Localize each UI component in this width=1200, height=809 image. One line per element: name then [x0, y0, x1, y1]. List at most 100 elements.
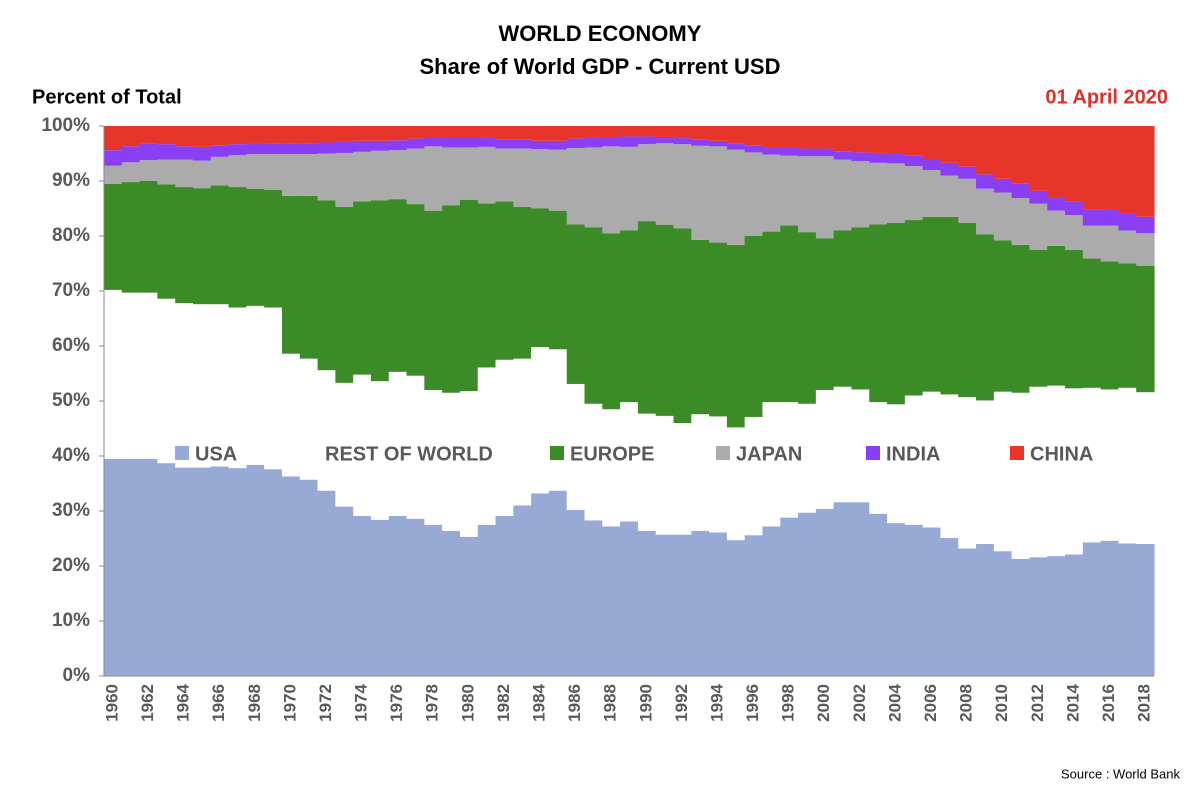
bar-segment	[459, 199, 479, 392]
bar-segment	[815, 156, 835, 239]
bar-segment	[442, 392, 461, 531]
bar-segment	[1011, 392, 1031, 559]
bar-segment	[317, 370, 336, 491]
x-tick-label: 2014	[1063, 683, 1082, 721]
bar-segment	[993, 192, 1013, 241]
bar-segment	[1082, 209, 1102, 226]
bar-segment	[335, 141, 354, 153]
bar-segment	[424, 390, 443, 525]
bar-segment	[1047, 556, 1066, 676]
bar-segment	[1029, 249, 1048, 387]
x-tick-label: 2002	[850, 684, 869, 722]
bar-segment	[691, 239, 710, 415]
bar-segment	[406, 375, 425, 519]
bar-segment	[1136, 392, 1155, 544]
bar-segment	[210, 185, 230, 305]
x-tick-label: 1992	[672, 684, 691, 722]
bar-segment	[192, 160, 212, 189]
legend-label: JAPAN	[736, 443, 802, 465]
bar-segment	[637, 126, 657, 137]
x-tick-label: 2010	[992, 684, 1011, 722]
bar-segment	[1029, 203, 1048, 250]
bar-segment	[922, 216, 942, 392]
legend-swatch	[1010, 446, 1024, 460]
bar-segment	[157, 463, 176, 676]
bar-segment	[121, 126, 141, 147]
bar-segment	[566, 383, 586, 510]
bar-segment	[673, 534, 692, 676]
bar-segment	[210, 304, 230, 467]
bar-segment	[1082, 542, 1102, 676]
bar-segment	[175, 187, 194, 304]
x-tick-label: 1994	[707, 683, 726, 721]
bar-segment	[922, 170, 942, 217]
x-tick-label: 1970	[280, 684, 299, 722]
bar-segment	[104, 150, 123, 166]
bar-segment	[922, 391, 942, 528]
bar-segment	[353, 140, 372, 152]
bar-segment	[121, 146, 141, 163]
bar-segment	[459, 147, 479, 200]
bar-segment	[851, 161, 870, 228]
bar-segment	[139, 458, 158, 676]
bar-segment	[1047, 198, 1066, 211]
bar-segment	[1100, 540, 1120, 676]
bar-segment	[673, 138, 692, 145]
bar-segment	[477, 126, 497, 138]
bar-segment	[940, 537, 959, 676]
bar-segment	[264, 143, 283, 155]
bar-segment	[709, 242, 728, 417]
x-tick-label: 1990	[636, 684, 655, 722]
bar-segment	[637, 221, 657, 414]
bar-segment	[1136, 544, 1155, 676]
bar-segment	[459, 126, 479, 137]
legend-label: INDIA	[886, 443, 940, 465]
bar-segment	[1065, 126, 1084, 202]
x-tick-label: 2000	[814, 684, 833, 722]
bar-segment	[762, 154, 781, 232]
bar-segment	[335, 382, 354, 507]
bar-segment	[904, 155, 924, 167]
bar-segment	[210, 156, 230, 186]
bar-segment	[495, 148, 514, 202]
bar-segment	[976, 544, 995, 676]
bar-segment	[335, 152, 354, 207]
x-tick-label: 1966	[209, 684, 228, 722]
bar-segment	[1047, 210, 1066, 246]
bar-segment	[904, 126, 924, 156]
bar-segment	[815, 148, 835, 157]
bar-segment	[477, 367, 497, 525]
bar-segment	[477, 203, 497, 368]
bar-segment	[353, 374, 372, 516]
legend-swatch	[175, 446, 189, 460]
bar-segment	[762, 147, 781, 155]
bar-segment	[192, 304, 212, 468]
legend-label: REST OF WORLD	[325, 443, 493, 465]
x-tick-label: 2004	[885, 683, 904, 721]
bar-segment	[815, 508, 835, 676]
bar-segment	[157, 298, 176, 464]
bar-segment	[264, 154, 283, 190]
bar-segment	[370, 150, 390, 201]
bar-segment	[513, 126, 532, 140]
bar-segment	[246, 143, 265, 155]
bar-segment	[157, 184, 176, 299]
bar-segment	[655, 225, 675, 416]
bar-segment	[175, 126, 194, 147]
bar-segment	[1100, 225, 1120, 262]
bar-segment	[406, 126, 425, 139]
bar-segment	[780, 155, 799, 226]
legend-swatch	[866, 446, 880, 460]
bar-segment	[1100, 261, 1120, 390]
bar-segment	[673, 126, 692, 139]
bar-segment	[370, 381, 390, 520]
bar-segment	[566, 138, 586, 148]
bar-segment	[620, 230, 639, 403]
bar-segment	[762, 526, 781, 676]
x-tick-label: 2006	[921, 684, 940, 722]
bar-segment	[175, 159, 194, 188]
bar-segment	[691, 530, 710, 676]
bar-segment	[815, 238, 835, 390]
bar-segment	[780, 402, 799, 518]
bar-segment	[993, 551, 1013, 676]
